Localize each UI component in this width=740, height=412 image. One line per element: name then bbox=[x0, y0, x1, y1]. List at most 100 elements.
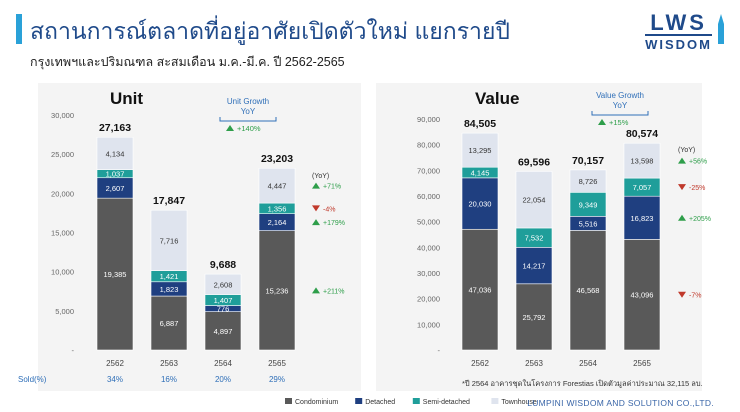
value-growth-yoy: YoY bbox=[613, 101, 628, 110]
value-data-label: 22,054 bbox=[523, 196, 546, 205]
value-ytick-label: 50,000 bbox=[417, 218, 440, 227]
unit-sold-value: 34% bbox=[107, 375, 123, 384]
value-bar-detached bbox=[461, 177, 499, 230]
value-data-label: 20,030 bbox=[469, 200, 492, 209]
value-ytick-label: 80,000 bbox=[417, 141, 440, 150]
value-ytick-label: 60,000 bbox=[417, 192, 440, 201]
value-yoy-header: (YoY) bbox=[678, 147, 695, 154]
unit-data-label: 15,236 bbox=[266, 286, 289, 295]
value-category-label: 2564 bbox=[579, 359, 597, 368]
unit-bar-condominium bbox=[258, 230, 296, 351]
legend-swatch-semi-detached bbox=[412, 398, 420, 404]
unit-data-label: 1,356 bbox=[268, 204, 287, 213]
unit-data-label: 19,385 bbox=[104, 270, 127, 279]
page-subtitle: กรุงเทพฯและปริมณฑล สะสมเดือน ม.ค.-มี.ค. … bbox=[30, 55, 345, 69]
value-yoy-value: -7% bbox=[689, 293, 701, 300]
value-yoy-value: +205% bbox=[689, 216, 711, 223]
unit-growth-title: Unit Growth bbox=[227, 97, 269, 106]
unit-yoy-value: +71% bbox=[323, 184, 341, 191]
value-data-label: 7,532 bbox=[525, 234, 544, 243]
value-yoy-value: +56% bbox=[689, 159, 707, 166]
legend-label-townhouse: Townhouse bbox=[501, 399, 537, 406]
legend-swatch-condominium bbox=[285, 398, 292, 404]
unit-ytick-label: 15,000 bbox=[51, 229, 74, 238]
unit-sold-value: 16% bbox=[161, 375, 177, 384]
unit-data-label: 1,823 bbox=[160, 285, 179, 294]
legend-label-condominium: Condominium bbox=[295, 399, 338, 406]
unit-total-label: 17,847 bbox=[153, 195, 185, 207]
unit-bar-townhouse bbox=[96, 136, 134, 170]
value-ytick-label: 40,000 bbox=[417, 243, 440, 252]
value-chart-title: Value bbox=[475, 89, 519, 108]
value-category-label: 2565 bbox=[633, 359, 651, 368]
unit-ytick-label: 10,000 bbox=[51, 268, 74, 277]
unit-bar-townhouse bbox=[204, 273, 242, 295]
value-growth-up-arrow bbox=[598, 119, 606, 125]
legend-swatch-townhouse bbox=[491, 398, 499, 404]
value-yoy-value: -25% bbox=[689, 185, 705, 192]
value-data-label: 9,349 bbox=[579, 200, 598, 209]
unit-category-label: 2564 bbox=[214, 359, 232, 368]
unit-total-label: 23,203 bbox=[261, 153, 293, 165]
legend-swatch-detached bbox=[355, 398, 363, 404]
value-growth-bracket bbox=[591, 111, 649, 116]
unit-data-label: 1,407 bbox=[214, 296, 233, 305]
value-total-label: 69,596 bbox=[518, 156, 550, 168]
legend-label-detached: Detached bbox=[365, 399, 395, 406]
unit-category-label: 2563 bbox=[160, 359, 178, 368]
unit-bar-condominium bbox=[204, 311, 242, 351]
value-data-label: 43,096 bbox=[631, 291, 654, 300]
unit-yoy-value: +211% bbox=[323, 288, 344, 295]
unit-data-label: 2,607 bbox=[106, 184, 125, 193]
unit-data-label: 1,421 bbox=[160, 272, 179, 281]
value-bar-condominium bbox=[515, 283, 553, 351]
value-data-label: 16,823 bbox=[631, 214, 654, 223]
value-growth-title: Value Growth bbox=[596, 91, 644, 100]
value-data-label: 46,568 bbox=[577, 286, 600, 295]
value-category-label: 2563 bbox=[525, 359, 543, 368]
value-ytick-label: 10,000 bbox=[417, 320, 440, 329]
value-bar-townhouse bbox=[623, 142, 661, 179]
unit-sold-value: 20% bbox=[215, 375, 231, 384]
unit-bar-condominium bbox=[150, 295, 188, 351]
value-bar-detached bbox=[623, 195, 661, 240]
value-ytick-label: 90,000 bbox=[417, 115, 440, 124]
value-bar-condominium bbox=[569, 230, 607, 351]
footnote: *ปี 2564 อาคารชุดในโครงการ Forestias เปิ… bbox=[462, 379, 703, 388]
unit-data-label: 1,037 bbox=[106, 170, 125, 179]
value-growth-total: +15% bbox=[609, 118, 629, 127]
value-data-label: 47,036 bbox=[469, 286, 492, 295]
unit-data-label: 6,887 bbox=[160, 319, 179, 328]
unit-data-label: 776 bbox=[217, 305, 230, 314]
unit-yoy-down-arrow bbox=[312, 205, 320, 212]
value-yoy-down-arrow bbox=[678, 291, 686, 298]
value-data-label: 13,598 bbox=[631, 157, 654, 166]
unit-ytick-label: 25,000 bbox=[51, 150, 74, 159]
value-ytick-label: - bbox=[438, 346, 441, 355]
value-bar-townhouse bbox=[515, 171, 553, 229]
value-bar-townhouse bbox=[461, 132, 499, 168]
unit-ytick-label: 20,000 bbox=[51, 189, 74, 198]
value-data-label: 4,145 bbox=[471, 169, 490, 178]
logo-line2: WISDOM bbox=[645, 34, 712, 52]
unit-ytick-label: 30,000 bbox=[51, 111, 74, 120]
value-ytick-label: 30,000 bbox=[417, 269, 440, 278]
value-data-label: 7,057 bbox=[633, 183, 652, 192]
unit-growth-total: +140% bbox=[237, 124, 261, 133]
unit-yoy-up-arrow bbox=[312, 182, 320, 189]
unit-ytick-label: - bbox=[72, 346, 75, 355]
unit-yoy-value: +179% bbox=[323, 220, 345, 227]
unit-bar-townhouse bbox=[258, 167, 296, 204]
unit-yoy-up-arrow bbox=[312, 287, 320, 294]
building-icon bbox=[718, 14, 724, 44]
legend-label-semi-detached: Semi-detached bbox=[423, 399, 470, 406]
value-data-label: 25,792 bbox=[523, 313, 546, 322]
value-total-label: 84,505 bbox=[464, 118, 496, 130]
company-logo: LWS WISDOM bbox=[645, 10, 724, 52]
unit-data-label: 7,716 bbox=[160, 236, 179, 245]
value-yoy-up-arrow bbox=[678, 157, 686, 164]
logo-line1: LWS bbox=[650, 10, 707, 35]
value-data-label: 8,726 bbox=[579, 177, 598, 186]
value-yoy-down-arrow bbox=[678, 184, 686, 191]
